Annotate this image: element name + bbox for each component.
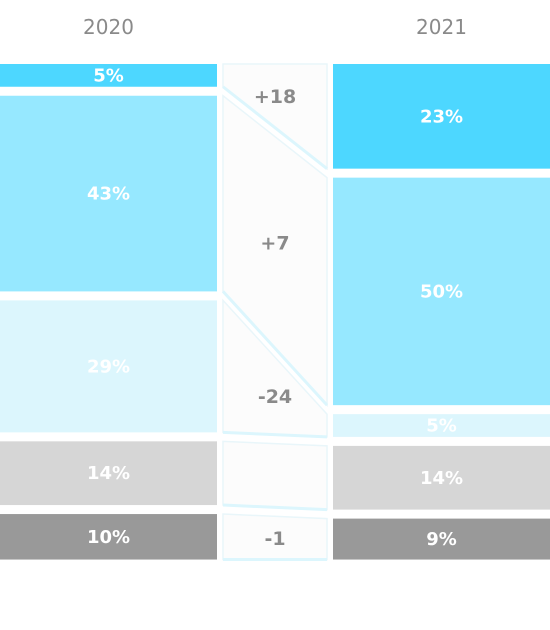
bar-2021-segment-2	[333, 414, 550, 437]
bar-2020-segment-2	[0, 300, 217, 433]
bar-2020-segment-1	[0, 95, 217, 292]
connector-line-0	[222, 85, 328, 170]
bar-2020-segment-3	[0, 441, 217, 506]
label-2020-segment-0: 5%	[93, 65, 124, 86]
label-2021-segment-0: 23%	[420, 106, 463, 127]
delta-label-segment-4: -1	[264, 528, 285, 550]
bar-2020-segment-4	[0, 514, 217, 560]
connector-line-1	[221, 290, 329, 407]
label-2021-segment-4: 9%	[426, 529, 457, 550]
label-2021-segment-1: 50%	[420, 281, 463, 302]
label-2020-segment-4: 10%	[87, 527, 130, 548]
label-2020-segment-2: 29%	[87, 356, 130, 377]
bar-2021-segment-4	[333, 518, 550, 560]
label-2021-segment-2: 5%	[426, 416, 457, 437]
connector-line-2	[222, 430, 328, 439]
connector-band-3	[222, 440, 328, 511]
bar-2021-segment-0	[333, 64, 550, 169]
connector-line-3	[222, 503, 328, 512]
delta-label-segment-1: +7	[260, 232, 289, 254]
label-2020-segment-1: 43%	[87, 184, 130, 205]
bar-2021-segment-1	[333, 177, 550, 406]
year-label-2021: 2021	[416, 15, 467, 39]
delta-label-segment-0: +18	[254, 86, 296, 108]
label-2020-segment-3: 14%	[87, 463, 130, 484]
year-label-2020: 2020	[83, 15, 134, 39]
label-2021-segment-3: 14%	[420, 468, 463, 489]
bar-2020-segment-0	[0, 64, 217, 87]
delta-label-segment-2: -24	[258, 386, 292, 408]
bar-2021-segment-3	[333, 445, 550, 510]
